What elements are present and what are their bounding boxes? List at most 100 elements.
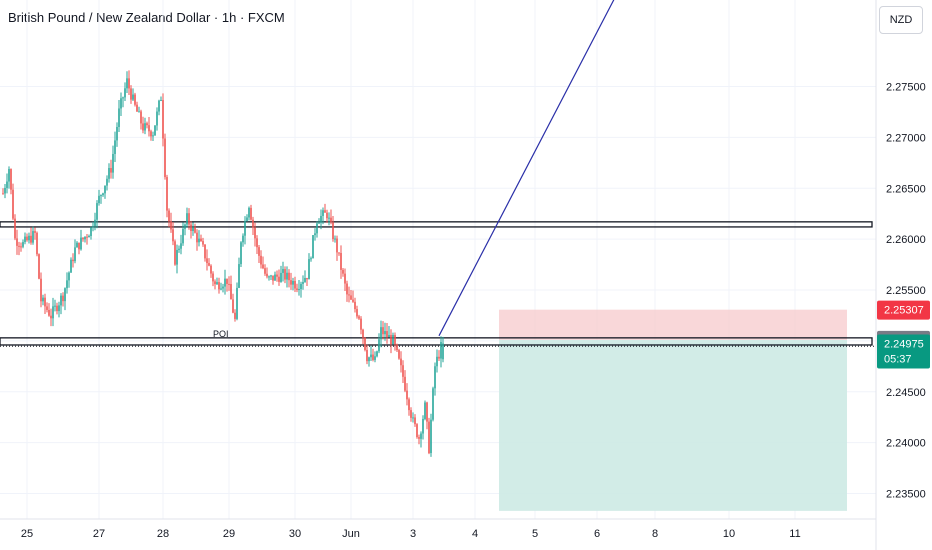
candle-body	[92, 226, 94, 228]
candle-body	[40, 278, 42, 302]
candle-body	[114, 140, 116, 154]
candle-body	[48, 309, 50, 316]
price-tick-label: 2.27000	[886, 132, 926, 144]
candle-body	[16, 238, 18, 246]
candle-body	[116, 127, 118, 141]
candle-body	[2, 193, 4, 195]
candle-body	[222, 286, 224, 289]
candle-body	[400, 358, 402, 366]
candle-body	[230, 284, 232, 300]
candle-body	[336, 238, 338, 253]
candle-body	[428, 421, 430, 454]
candle-body	[278, 276, 280, 282]
candle-body	[412, 417, 414, 419]
candle-body	[76, 242, 78, 248]
candle-body	[172, 229, 174, 242]
candle-body	[268, 276, 270, 278]
candle-body	[188, 213, 190, 225]
candle-body	[64, 288, 66, 302]
candle-body	[62, 295, 64, 302]
candle-body	[342, 269, 344, 274]
candle-body	[350, 295, 352, 300]
time-tick-label: 29	[223, 528, 235, 540]
chart-grid	[0, 0, 876, 519]
overlays-layer: POI	[213, 0, 615, 339]
candle-body	[140, 111, 142, 124]
candle-body	[158, 100, 160, 112]
candle-body	[374, 356, 376, 360]
candle-body	[346, 283, 348, 295]
zone-poi	[0, 337, 873, 346]
price-tick-label: 2.26000	[886, 234, 926, 246]
candle-body	[292, 280, 294, 285]
candle-body	[84, 236, 86, 240]
candle-body	[80, 237, 82, 250]
stop-loss-zone	[499, 309, 847, 340]
candle-body	[314, 233, 316, 236]
candle-body	[422, 418, 424, 434]
candle-body	[196, 232, 198, 243]
candle-body	[46, 306, 48, 310]
candle-body	[304, 278, 306, 282]
candle-body	[420, 433, 422, 439]
candle-body	[216, 282, 218, 285]
candle-body	[280, 272, 282, 282]
candle-body	[166, 177, 168, 211]
candle-body	[442, 343, 444, 360]
chart-title: British Pound / New Zealand Dollar · 1h …	[8, 10, 285, 25]
candle-body	[386, 331, 388, 338]
time-axis: 25 27 28 29 30 Jun 3 4 5 6 8 10 11	[21, 528, 801, 540]
candle-body	[348, 294, 350, 296]
candle-body	[164, 138, 166, 178]
candle-body	[12, 189, 14, 219]
candle-body	[430, 419, 432, 454]
candle-body	[14, 218, 16, 239]
candle-body	[264, 268, 266, 274]
candle-body	[132, 94, 134, 100]
candle-body	[106, 178, 108, 186]
candle-body	[318, 222, 320, 224]
candle-body	[182, 228, 184, 244]
candle-body	[434, 366, 436, 389]
candle-body	[408, 399, 410, 411]
price-tag-label: 2.25307	[884, 305, 924, 317]
candle-body	[74, 247, 76, 262]
candle-body	[94, 219, 96, 227]
candle-body	[28, 235, 30, 241]
price-tick-label: 2.24500	[886, 387, 926, 399]
candle-body	[52, 306, 54, 319]
candle-body	[310, 258, 312, 260]
candle-body	[148, 125, 150, 132]
candle-body	[44, 297, 46, 307]
candle-body	[300, 283, 302, 290]
candle-body	[156, 111, 158, 126]
candle-body	[206, 258, 208, 264]
candle-body	[402, 365, 404, 377]
candle-body	[138, 111, 140, 113]
candle-body	[10, 169, 12, 190]
candle-body	[82, 237, 84, 240]
candle-body	[414, 417, 416, 425]
time-tick-label: 28	[157, 528, 169, 540]
price-tick-label: 2.23500	[886, 489, 926, 501]
candle-body	[306, 278, 308, 280]
candle-body	[286, 272, 288, 280]
time-tick-label: 30	[289, 528, 301, 540]
price-axis: 2.235002.240002.245002.250002.255002.260…	[886, 82, 926, 501]
candle-body	[338, 252, 340, 254]
candle-body	[122, 97, 124, 99]
candle-body	[384, 331, 386, 335]
candle-body	[362, 329, 364, 338]
candle-body	[150, 131, 152, 137]
candle-body	[162, 100, 164, 139]
candle-body	[168, 210, 170, 222]
currency-button[interactable]: NZD	[879, 6, 923, 34]
candle-body	[110, 168, 112, 173]
candle-body	[436, 356, 438, 367]
candle-body	[54, 305, 56, 307]
price-tag-countdown: 05:37	[884, 353, 912, 365]
candle-body	[98, 195, 100, 204]
candle-body	[218, 282, 220, 290]
